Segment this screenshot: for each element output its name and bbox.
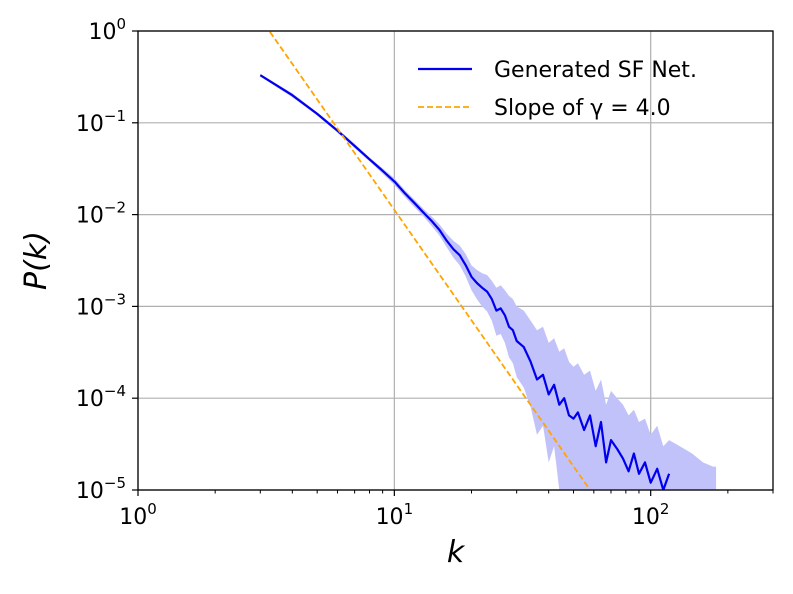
plot-frame <box>137 30 774 491</box>
y-axis-label: P(k) <box>19 231 54 290</box>
y-tick-label-4: 10−4 <box>76 382 126 412</box>
x-tick-label-2: 102 <box>632 500 670 530</box>
y-tick-label-0: 100 <box>88 15 126 45</box>
x-tick-label-1: 101 <box>376 500 414 530</box>
x-tick-label-0: 100 <box>119 500 157 530</box>
y-axis-label-text: P(k) <box>19 231 54 290</box>
y-tick-label-2: 10−2 <box>76 199 126 229</box>
series-band-generated-sf-net <box>260 74 717 490</box>
y-tick-label-1: 10−1 <box>76 107 126 137</box>
y-tick-label-3: 10−3 <box>76 290 126 320</box>
axis-ticks: 100 101 102 100 10−1 10−2 10−3 10−4 10−5 <box>76 15 774 530</box>
data-layer <box>259 31 717 490</box>
legend: Generated SF Net. Slope of γ = 4.0 <box>418 58 697 121</box>
y-tick-label-5: 10−5 <box>76 474 126 504</box>
x-axis-label: k <box>447 535 466 570</box>
series-line-generated-sf-net <box>259 74 671 490</box>
legend-label-0: Generated SF Net. <box>494 58 697 83</box>
series-line-slope <box>269 31 591 490</box>
legend-label-1: Slope of γ = 4.0 <box>494 96 671 121</box>
